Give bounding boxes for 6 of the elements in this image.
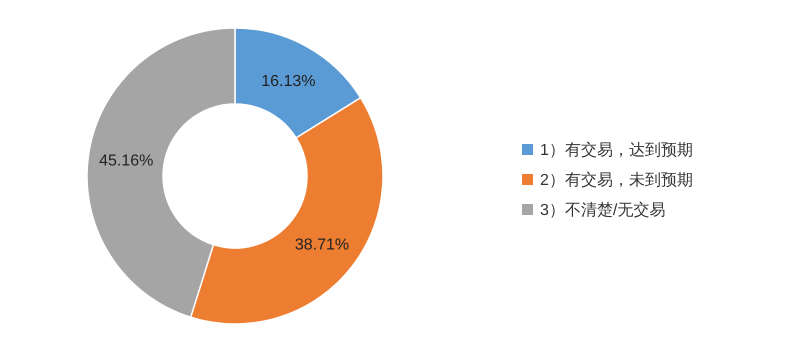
data-label: 38.71%	[294, 236, 350, 254]
data-label: 16.13%	[261, 72, 316, 90]
legend-label: 2）有交易，未到预期	[540, 171, 693, 189]
legend-label: 1）有交易，达到预期	[540, 141, 693, 159]
legend-label: 3）不清楚/无交易	[540, 201, 666, 219]
data-label: 45.16%	[99, 152, 154, 170]
